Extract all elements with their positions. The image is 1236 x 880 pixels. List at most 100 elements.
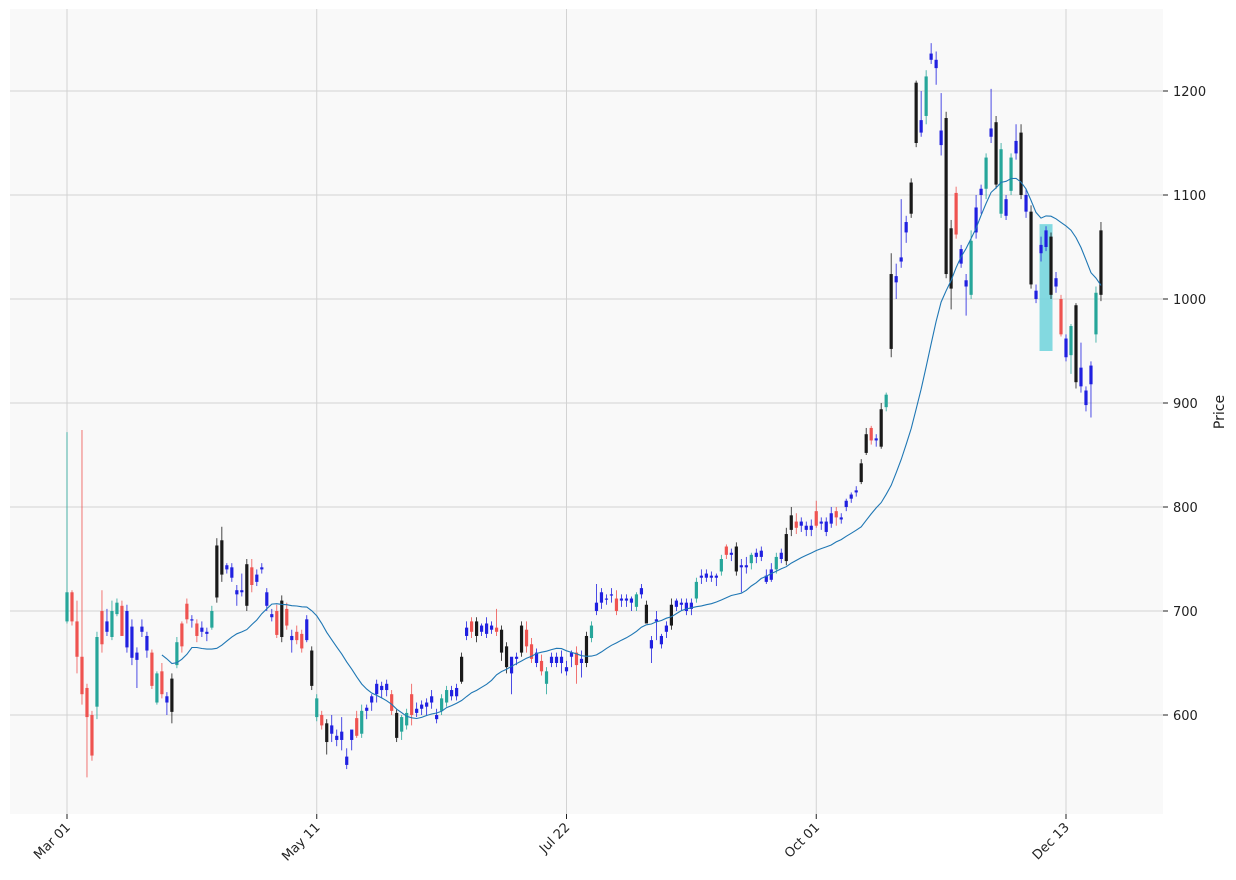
candle <box>949 219 953 310</box>
candle <box>465 621 469 641</box>
candle-body <box>824 521 828 532</box>
candle-body <box>135 652 139 660</box>
candle <box>504 642 509 674</box>
candle-body <box>80 656 84 695</box>
candle <box>1064 334 1068 362</box>
candle-body <box>894 276 898 283</box>
candle <box>90 710 94 761</box>
candle-body <box>809 525 813 530</box>
candle <box>1074 303 1078 389</box>
candle-body <box>210 611 214 628</box>
candle <box>654 611 659 641</box>
plot-area <box>10 9 1163 814</box>
candle <box>634 592 639 611</box>
candle <box>894 263 898 299</box>
candle-body <box>804 525 808 530</box>
candle-body <box>964 280 968 287</box>
candle-body <box>994 122 998 185</box>
candle-body <box>779 552 783 559</box>
candle <box>410 683 414 726</box>
candle-body <box>919 120 923 133</box>
y-tick-label: 900 <box>1173 397 1198 412</box>
candle <box>300 629 304 653</box>
candle-body <box>460 656 464 682</box>
candle-body <box>265 592 269 606</box>
candle <box>734 542 738 576</box>
candle <box>774 552 778 574</box>
candle <box>934 51 938 85</box>
candle <box>435 708 439 724</box>
candle-body <box>380 685 384 691</box>
candle <box>65 432 69 624</box>
candle-body <box>749 554 753 564</box>
candle-body <box>884 394 888 408</box>
candle <box>385 679 389 697</box>
candle-body <box>290 635 294 641</box>
candle-body <box>659 635 664 645</box>
candle-body <box>195 623 199 636</box>
candle <box>150 649 154 689</box>
candle-body <box>469 621 474 632</box>
candle <box>295 625 299 645</box>
candle-body <box>285 608 289 626</box>
candle <box>375 679 379 703</box>
candle-body <box>145 635 149 651</box>
candle <box>619 594 624 607</box>
candle-body <box>1059 299 1063 335</box>
candle-body <box>175 642 179 666</box>
candle <box>380 681 384 699</box>
candle <box>754 548 758 564</box>
candle-body <box>260 567 264 570</box>
candle <box>100 590 104 653</box>
candle <box>909 178 913 218</box>
candle <box>1014 124 1018 160</box>
candle-body <box>789 515 793 530</box>
candle <box>739 559 743 593</box>
candle <box>784 527 788 566</box>
candle-body <box>794 521 798 528</box>
candle <box>854 486 858 497</box>
candle <box>554 652 559 668</box>
candle-body <box>769 569 773 580</box>
candle-body <box>1019 132 1023 195</box>
candle-body <box>220 540 224 575</box>
candle <box>849 492 853 503</box>
candle <box>714 573 718 587</box>
candle <box>864 427 868 455</box>
candle-body <box>729 552 733 555</box>
candle <box>370 694 374 711</box>
candle-body <box>629 598 634 603</box>
candle <box>240 573 244 597</box>
candle <box>235 585 239 606</box>
candle-body <box>819 521 823 524</box>
candle <box>704 569 708 582</box>
candle-body <box>245 564 249 606</box>
candle-body <box>170 678 174 712</box>
candle <box>215 538 219 603</box>
candle <box>559 650 564 674</box>
candle-body <box>1074 305 1078 383</box>
candle-body <box>330 725 334 734</box>
candle <box>669 598 673 630</box>
candle <box>400 715 404 740</box>
candle <box>345 748 349 770</box>
candle <box>889 253 893 358</box>
candle-body <box>954 192 958 235</box>
candle-body <box>879 409 883 447</box>
candle <box>170 673 174 724</box>
candles <box>65 43 1103 778</box>
candle-body <box>355 718 359 736</box>
candle <box>95 631 99 720</box>
candle-body <box>65 592 69 622</box>
x-tick-label: Mar 01 <box>31 820 74 863</box>
candle-body <box>524 629 529 647</box>
candle-body <box>410 694 414 715</box>
candle-body <box>415 708 419 713</box>
candle-body <box>974 207 978 233</box>
candle-body <box>474 621 479 636</box>
candle <box>809 519 813 537</box>
candle <box>479 623 484 636</box>
candle-body <box>599 592 604 603</box>
candle-body <box>455 687 459 697</box>
candle-body <box>465 627 469 636</box>
